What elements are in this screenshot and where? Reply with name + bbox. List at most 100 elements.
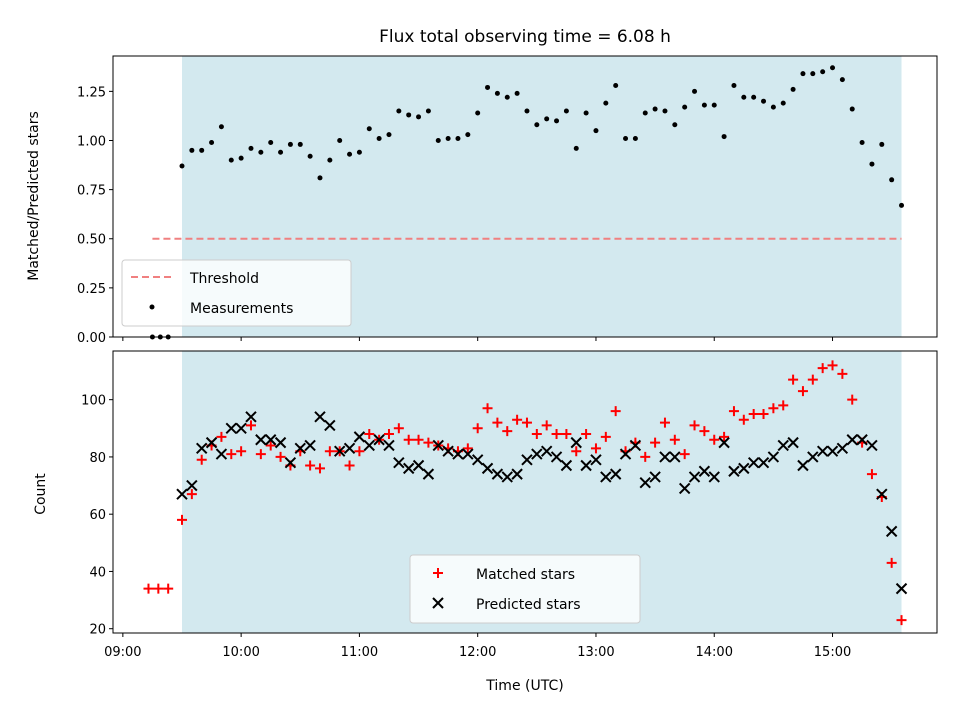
predicted-stars-point xyxy=(333,445,346,457)
measurements-point xyxy=(563,108,569,114)
y-tick-label: 0.75 xyxy=(77,184,106,199)
count-plot-frame xyxy=(112,350,938,634)
measurements-point xyxy=(209,139,215,145)
measurements-point xyxy=(603,100,609,106)
matched-stars-point xyxy=(847,394,858,405)
x-tick-label: 15:00 xyxy=(814,645,851,660)
matched-stars-point xyxy=(186,489,197,500)
measurements-point xyxy=(268,139,274,145)
y-tick-label: 0.00 xyxy=(77,331,106,346)
predicted-stars-point xyxy=(471,454,484,466)
measurements-point xyxy=(859,139,865,145)
predicted-stars-point xyxy=(826,445,839,457)
predicted-stars-point xyxy=(343,442,356,455)
predicted-stars-point xyxy=(511,468,523,480)
predicted-stars-point xyxy=(462,448,474,460)
measurements-point xyxy=(445,136,451,142)
predicted-stars-point xyxy=(264,434,277,446)
matched-stars-point xyxy=(640,451,651,462)
matched-stars-point xyxy=(758,408,769,419)
matched-stars-point xyxy=(571,446,582,457)
ratio-y-axis-label: Matched/Predicted stars xyxy=(26,111,42,281)
matched-stars-point xyxy=(728,406,739,417)
measurements-point xyxy=(770,104,776,110)
ratio-legend-box xyxy=(121,259,352,327)
matched-stars-point xyxy=(719,431,730,442)
measurements-point xyxy=(652,106,658,112)
predicted-stars-point xyxy=(560,459,573,472)
x-tick-label: 14:00 xyxy=(696,645,733,660)
matched-stars-point xyxy=(364,429,375,440)
matched-stars-point xyxy=(650,437,661,448)
predicted-stars-point xyxy=(294,442,306,455)
measurements-point xyxy=(731,82,737,88)
predicted-stars-point xyxy=(895,582,908,595)
measurements-point xyxy=(337,137,343,143)
measurements-point xyxy=(396,108,402,114)
predicted-stars-point xyxy=(432,439,444,452)
x-tick-label: 13:00 xyxy=(577,645,614,660)
matched-stars-point xyxy=(581,429,592,440)
measurements-point xyxy=(287,141,293,147)
predicted-stars-point xyxy=(353,431,366,443)
measurements-point xyxy=(504,94,510,100)
measurements-point xyxy=(248,145,254,151)
predicted-stars-point xyxy=(481,462,494,475)
measurements-point xyxy=(199,147,205,153)
y-tick-label: 0.25 xyxy=(77,282,106,297)
predicted-stars-point xyxy=(866,439,878,452)
matched-stars-point xyxy=(768,403,779,414)
predicted-stars-point xyxy=(639,476,651,489)
matched-stars-point xyxy=(176,514,187,525)
measurements-point xyxy=(701,102,707,108)
measurements-point xyxy=(869,161,875,167)
measurements-point xyxy=(465,132,471,138)
matched-stars-point xyxy=(659,417,670,428)
matched-stars-point xyxy=(196,454,207,465)
predicted-stars-point xyxy=(521,454,533,466)
predicted-stars-point xyxy=(797,459,809,472)
predicted-stars-point xyxy=(846,434,858,446)
measurements-point xyxy=(790,86,796,92)
predicted-stars-point xyxy=(284,456,297,469)
predicted-stars-legend-label: Predicted stars xyxy=(476,597,581,613)
predicted-stars-point xyxy=(649,471,661,483)
predicted-stars-point xyxy=(728,465,740,477)
measurements-point xyxy=(692,88,698,94)
matched-stars-point xyxy=(383,429,394,440)
measurements-point xyxy=(810,71,816,77)
predicted-stars-point xyxy=(590,454,602,466)
measurements-point xyxy=(218,124,224,130)
measurements-point xyxy=(741,94,747,100)
predicted-stars-point xyxy=(314,411,326,423)
matched-stars-point xyxy=(305,460,316,471)
predicted-stars-point xyxy=(698,465,711,477)
count-panel: 20 40 60 80 100 09:00 10:00 11:00 12:00 13:00 14:… xyxy=(33,350,938,694)
predicted-stars-point xyxy=(176,488,188,500)
measurements-point xyxy=(228,157,234,163)
predicted-stars-point xyxy=(383,439,395,452)
matched-stars-point xyxy=(324,446,335,457)
predicted-stars-point xyxy=(747,456,760,469)
matched-stars-point xyxy=(541,420,552,431)
y-tick-label: 1.00 xyxy=(77,134,106,149)
predicted-stars-point xyxy=(215,448,228,460)
predicted-stars-point xyxy=(531,448,543,460)
matched-stars-legend-swatch xyxy=(433,568,443,578)
measurements-point xyxy=(406,112,412,118)
measurements-point xyxy=(514,90,520,96)
matched-stars-point xyxy=(699,426,710,437)
predicted-stars-point xyxy=(669,451,681,463)
count-legend: Matched stars Predicted stars xyxy=(409,554,641,624)
predicted-stars-point xyxy=(885,525,898,538)
matched-stars-point xyxy=(255,449,266,460)
predicted-stars-point xyxy=(708,471,720,483)
predicted-stars-point xyxy=(807,451,819,463)
predicted-stars-point xyxy=(580,459,592,472)
measurements-point xyxy=(761,98,767,104)
matched-stars-point xyxy=(748,408,759,419)
threshold-legend-label: Threshold xyxy=(189,271,259,287)
matched-stars-point xyxy=(393,423,404,434)
matched-stars-point xyxy=(561,429,572,440)
matched-stars-point xyxy=(531,429,542,440)
